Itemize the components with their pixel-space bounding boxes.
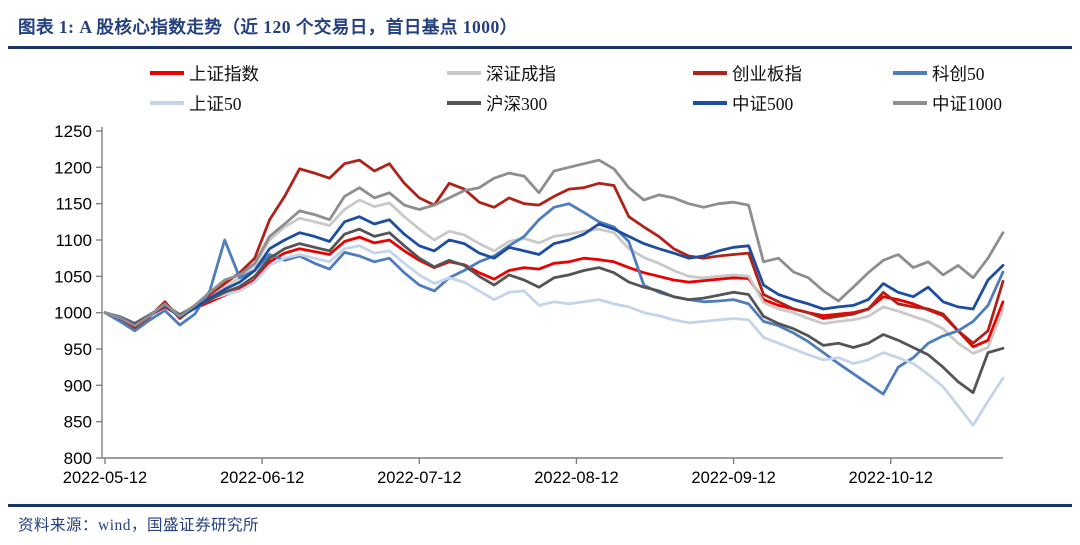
line-chinext: [103, 158, 1005, 345]
legend-swatch-sse50: [150, 100, 184, 106]
legend-label-csi1000: 中证1000: [932, 93, 1002, 114]
footer-divider: [8, 504, 1072, 507]
legend-swatch-star50: [893, 70, 927, 76]
legend-label-chinext: 创业板指: [732, 63, 802, 84]
page-title: 图表 1: A 股核心指数走势（近 120 个交易日，首日基点 1000）: [18, 17, 518, 37]
legend-label-sse-index: 上证指数: [189, 63, 259, 84]
x-axis-tick-label: 2022-08-12: [534, 469, 618, 487]
line-csi500: [103, 215, 1005, 327]
legend-swatch-szse-component: [447, 70, 481, 76]
y-axis-tick-label: 900: [64, 376, 92, 395]
legend-swatch-csi1000: [893, 100, 927, 106]
legend-item-sse-index: 上证指数: [150, 62, 259, 84]
x-axis-tick-label: 2022-09-12: [691, 469, 775, 487]
legend-label-csi300: 沪深300: [486, 93, 548, 114]
line-csi300: [103, 227, 1005, 395]
x-axis-tick-label: 2022-05-12: [63, 469, 147, 487]
y-axis-tick-label: 800: [64, 449, 92, 468]
legend-label-star50: 科创50: [932, 63, 985, 84]
y-axis-tick-label: 1100: [55, 231, 92, 250]
y-axis-tick-label: 950: [64, 340, 92, 359]
line-sse50: [103, 244, 1005, 427]
chart-legend: 上证指数 深证成指 创业板指 科创50 上证50 沪深300 中证500 中证1000: [0, 56, 1080, 116]
title-divider: [8, 46, 1072, 49]
x-axis-tick-label: 2022-07-12: [377, 469, 461, 487]
source-note: 资料来源：wind，国盛证券研究所: [18, 517, 260, 534]
y-axis-tick-label: 1250: [54, 122, 92, 141]
line-csi1000: [103, 158, 1005, 328]
y-axis-tick-label: 1000: [54, 304, 92, 323]
line-szse-component: [103, 198, 1005, 355]
legend-item-csi1000: 中证1000: [893, 92, 1002, 114]
legend-item-csi500: 中证500: [693, 92, 793, 114]
legend-label-szse-component: 深证成指: [486, 63, 556, 84]
legend-item-szse-component: 深证成指: [447, 62, 556, 84]
y-axis-tick-label: 1050: [54, 267, 92, 286]
legend-swatch-chinext: [693, 70, 727, 76]
x-axis-tick-label: 2022-10-12: [849, 469, 933, 487]
legend-swatch-sse-index: [150, 70, 184, 76]
legend-swatch-csi500: [693, 100, 727, 106]
legend-label-sse50: 上证50: [189, 93, 242, 114]
legend-swatch-csi300: [447, 100, 481, 106]
legend-item-chinext: 创业板指: [693, 62, 802, 84]
legend-item-star50: 科创50: [893, 62, 985, 84]
legend-label-csi500: 中证500: [732, 93, 794, 114]
x-axis-tick-label: 2022-06-12: [220, 469, 304, 487]
legend-item-sse50: 上证50: [150, 92, 242, 114]
legend-item-csi300: 沪深300: [447, 92, 547, 114]
y-axis-tick-label: 1150: [55, 195, 92, 214]
y-axis-tick-label: 850: [64, 413, 92, 432]
y-axis-tick-label: 1200: [54, 158, 92, 177]
